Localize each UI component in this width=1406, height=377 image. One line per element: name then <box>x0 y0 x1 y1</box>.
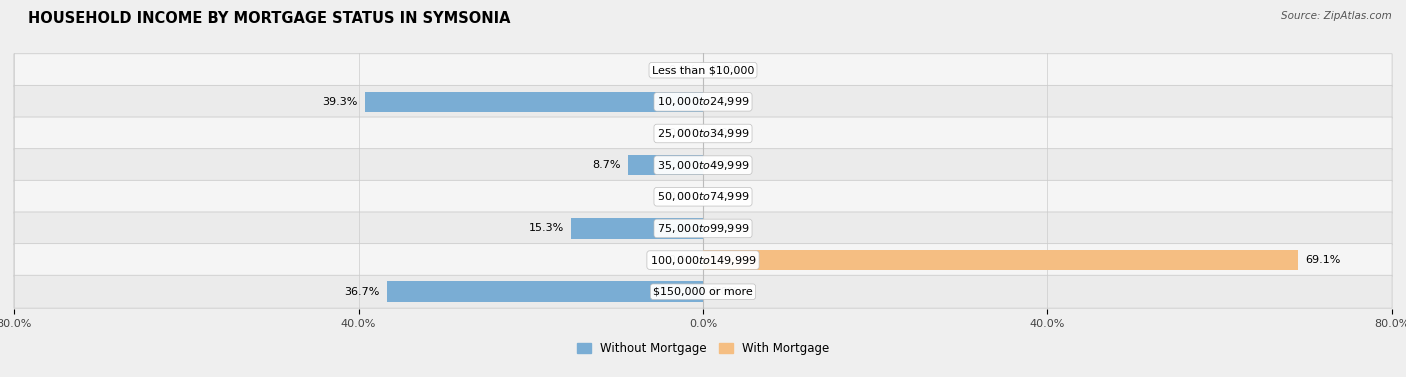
Text: 0.0%: 0.0% <box>710 224 738 233</box>
Bar <box>364 92 703 112</box>
Text: 0.0%: 0.0% <box>710 65 738 75</box>
FancyBboxPatch shape <box>14 149 1392 182</box>
Text: 0.0%: 0.0% <box>668 129 696 138</box>
Text: $100,000 to $149,999: $100,000 to $149,999 <box>650 254 756 267</box>
Text: 69.1%: 69.1% <box>1305 255 1340 265</box>
Legend: Without Mortgage, With Mortgage: Without Mortgage, With Mortgage <box>572 337 834 360</box>
Text: $50,000 to $74,999: $50,000 to $74,999 <box>657 190 749 203</box>
Text: 0.0%: 0.0% <box>710 287 738 297</box>
Text: 0.0%: 0.0% <box>710 97 738 107</box>
Text: 0.0%: 0.0% <box>710 129 738 138</box>
FancyBboxPatch shape <box>14 85 1392 118</box>
Text: Less than $10,000: Less than $10,000 <box>652 65 754 75</box>
Text: $25,000 to $34,999: $25,000 to $34,999 <box>657 127 749 140</box>
FancyBboxPatch shape <box>14 117 1392 150</box>
FancyBboxPatch shape <box>14 275 1392 308</box>
Bar <box>703 250 1298 270</box>
Text: 0.0%: 0.0% <box>668 255 696 265</box>
Text: 39.3%: 39.3% <box>322 97 357 107</box>
Text: HOUSEHOLD INCOME BY MORTGAGE STATUS IN SYMSONIA: HOUSEHOLD INCOME BY MORTGAGE STATUS IN S… <box>28 11 510 26</box>
Text: 15.3%: 15.3% <box>529 224 564 233</box>
Bar <box>628 155 703 175</box>
FancyBboxPatch shape <box>14 244 1392 277</box>
Text: 0.0%: 0.0% <box>668 192 696 202</box>
Text: 0.0%: 0.0% <box>668 65 696 75</box>
Bar <box>387 282 703 302</box>
Text: $10,000 to $24,999: $10,000 to $24,999 <box>657 95 749 108</box>
Text: $150,000 or more: $150,000 or more <box>654 287 752 297</box>
Text: 0.0%: 0.0% <box>710 192 738 202</box>
Text: 8.7%: 8.7% <box>593 160 621 170</box>
Text: 36.7%: 36.7% <box>344 287 380 297</box>
Text: Source: ZipAtlas.com: Source: ZipAtlas.com <box>1281 11 1392 21</box>
Bar <box>571 218 703 239</box>
Text: $75,000 to $99,999: $75,000 to $99,999 <box>657 222 749 235</box>
FancyBboxPatch shape <box>14 54 1392 87</box>
Text: 0.0%: 0.0% <box>710 160 738 170</box>
Text: $35,000 to $49,999: $35,000 to $49,999 <box>657 159 749 172</box>
FancyBboxPatch shape <box>14 180 1392 213</box>
FancyBboxPatch shape <box>14 212 1392 245</box>
